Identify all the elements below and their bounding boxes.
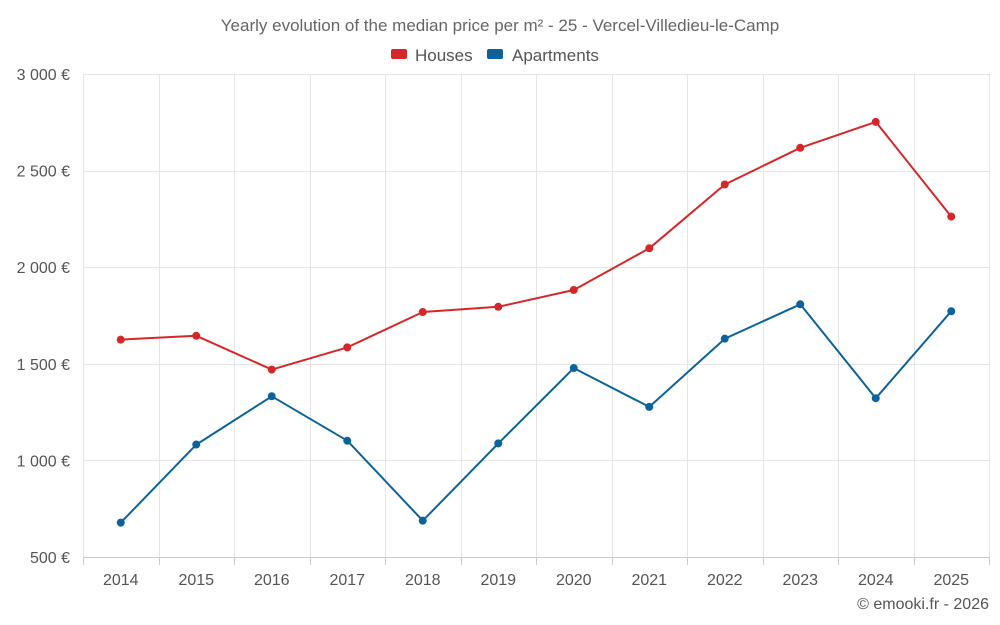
chart-title: Yearly evolution of the median price per… (221, 16, 779, 35)
x-tick-label: 2022 (707, 572, 743, 589)
data-point-apartments[interactable] (116, 518, 125, 527)
grid (83, 74, 990, 557)
x-tick-label: 2021 (631, 572, 667, 589)
x-tick-label: 2019 (480, 572, 516, 589)
x-tick-label: 2016 (254, 572, 290, 589)
x-axis: 2014 2015 2016 2017 2018 2019 2020 2021 2022 2023… (83, 557, 990, 589)
legend-item-apartments[interactable]: Apartments (487, 46, 599, 65)
data-point-apartments[interactable] (267, 392, 276, 401)
data-point-houses[interactable] (645, 244, 654, 253)
y-tick-label: 3 000 € (17, 67, 70, 84)
data-point-houses[interactable] (192, 331, 201, 340)
data-point-houses[interactable] (947, 212, 956, 221)
series-line-houses (119, 120, 953, 371)
y-tick-label: 2 000 € (17, 260, 70, 277)
y-tick-label: 500 € (30, 550, 70, 567)
data-point-apartments[interactable] (569, 364, 578, 373)
y-tick-label: 1 500 € (17, 357, 70, 374)
data-point-houses[interactable] (343, 343, 352, 352)
y-axis: 500 € 1 000 € 1 500 € 2 000 € 2 500 € 3 000 € (17, 67, 70, 567)
data-point-apartments[interactable] (192, 440, 201, 449)
data-point-apartments[interactable] (418, 516, 427, 525)
x-tick-label: 2023 (782, 572, 818, 589)
data-point-houses[interactable] (267, 365, 276, 374)
data-point-houses[interactable] (720, 180, 729, 189)
data-point-apartments[interactable] (871, 394, 880, 403)
x-tick-label: 2015 (178, 572, 214, 589)
x-tick-label: 2020 (556, 572, 592, 589)
credit-text: © emooki.fr - 2026 (857, 596, 989, 613)
y-tick-label: 2 500 € (17, 164, 70, 181)
series-layer (116, 117, 956, 527)
x-tick-label: 2014 (103, 572, 139, 589)
data-point-houses[interactable] (494, 302, 503, 311)
data-point-houses[interactable] (418, 308, 427, 317)
y-tick-label: 1 000 € (17, 453, 70, 470)
legend: Houses Apartments (391, 46, 599, 65)
legend-label-houses: Houses (415, 46, 473, 65)
legend-label-apartments: Apartments (512, 46, 599, 65)
data-point-apartments[interactable] (645, 402, 654, 411)
data-point-apartments[interactable] (947, 307, 956, 316)
data-point-apartments[interactable] (720, 334, 729, 343)
data-point-houses[interactable] (116, 335, 125, 344)
x-tick-label: 2025 (933, 572, 969, 589)
legend-swatch-apartments (487, 49, 503, 59)
series-line-apartments (119, 303, 953, 524)
legend-swatch-houses (391, 49, 407, 59)
x-tick-label: 2024 (858, 572, 894, 589)
data-point-apartments[interactable] (796, 300, 805, 309)
data-point-houses[interactable] (796, 143, 805, 152)
x-tick-label: 2018 (405, 572, 441, 589)
data-point-apartments[interactable] (494, 439, 503, 448)
data-point-houses[interactable] (871, 117, 880, 126)
x-tick-label: 2017 (329, 572, 365, 589)
data-point-houses[interactable] (569, 285, 578, 294)
legend-item-houses[interactable]: Houses (391, 46, 473, 65)
data-point-apartments[interactable] (343, 436, 352, 445)
